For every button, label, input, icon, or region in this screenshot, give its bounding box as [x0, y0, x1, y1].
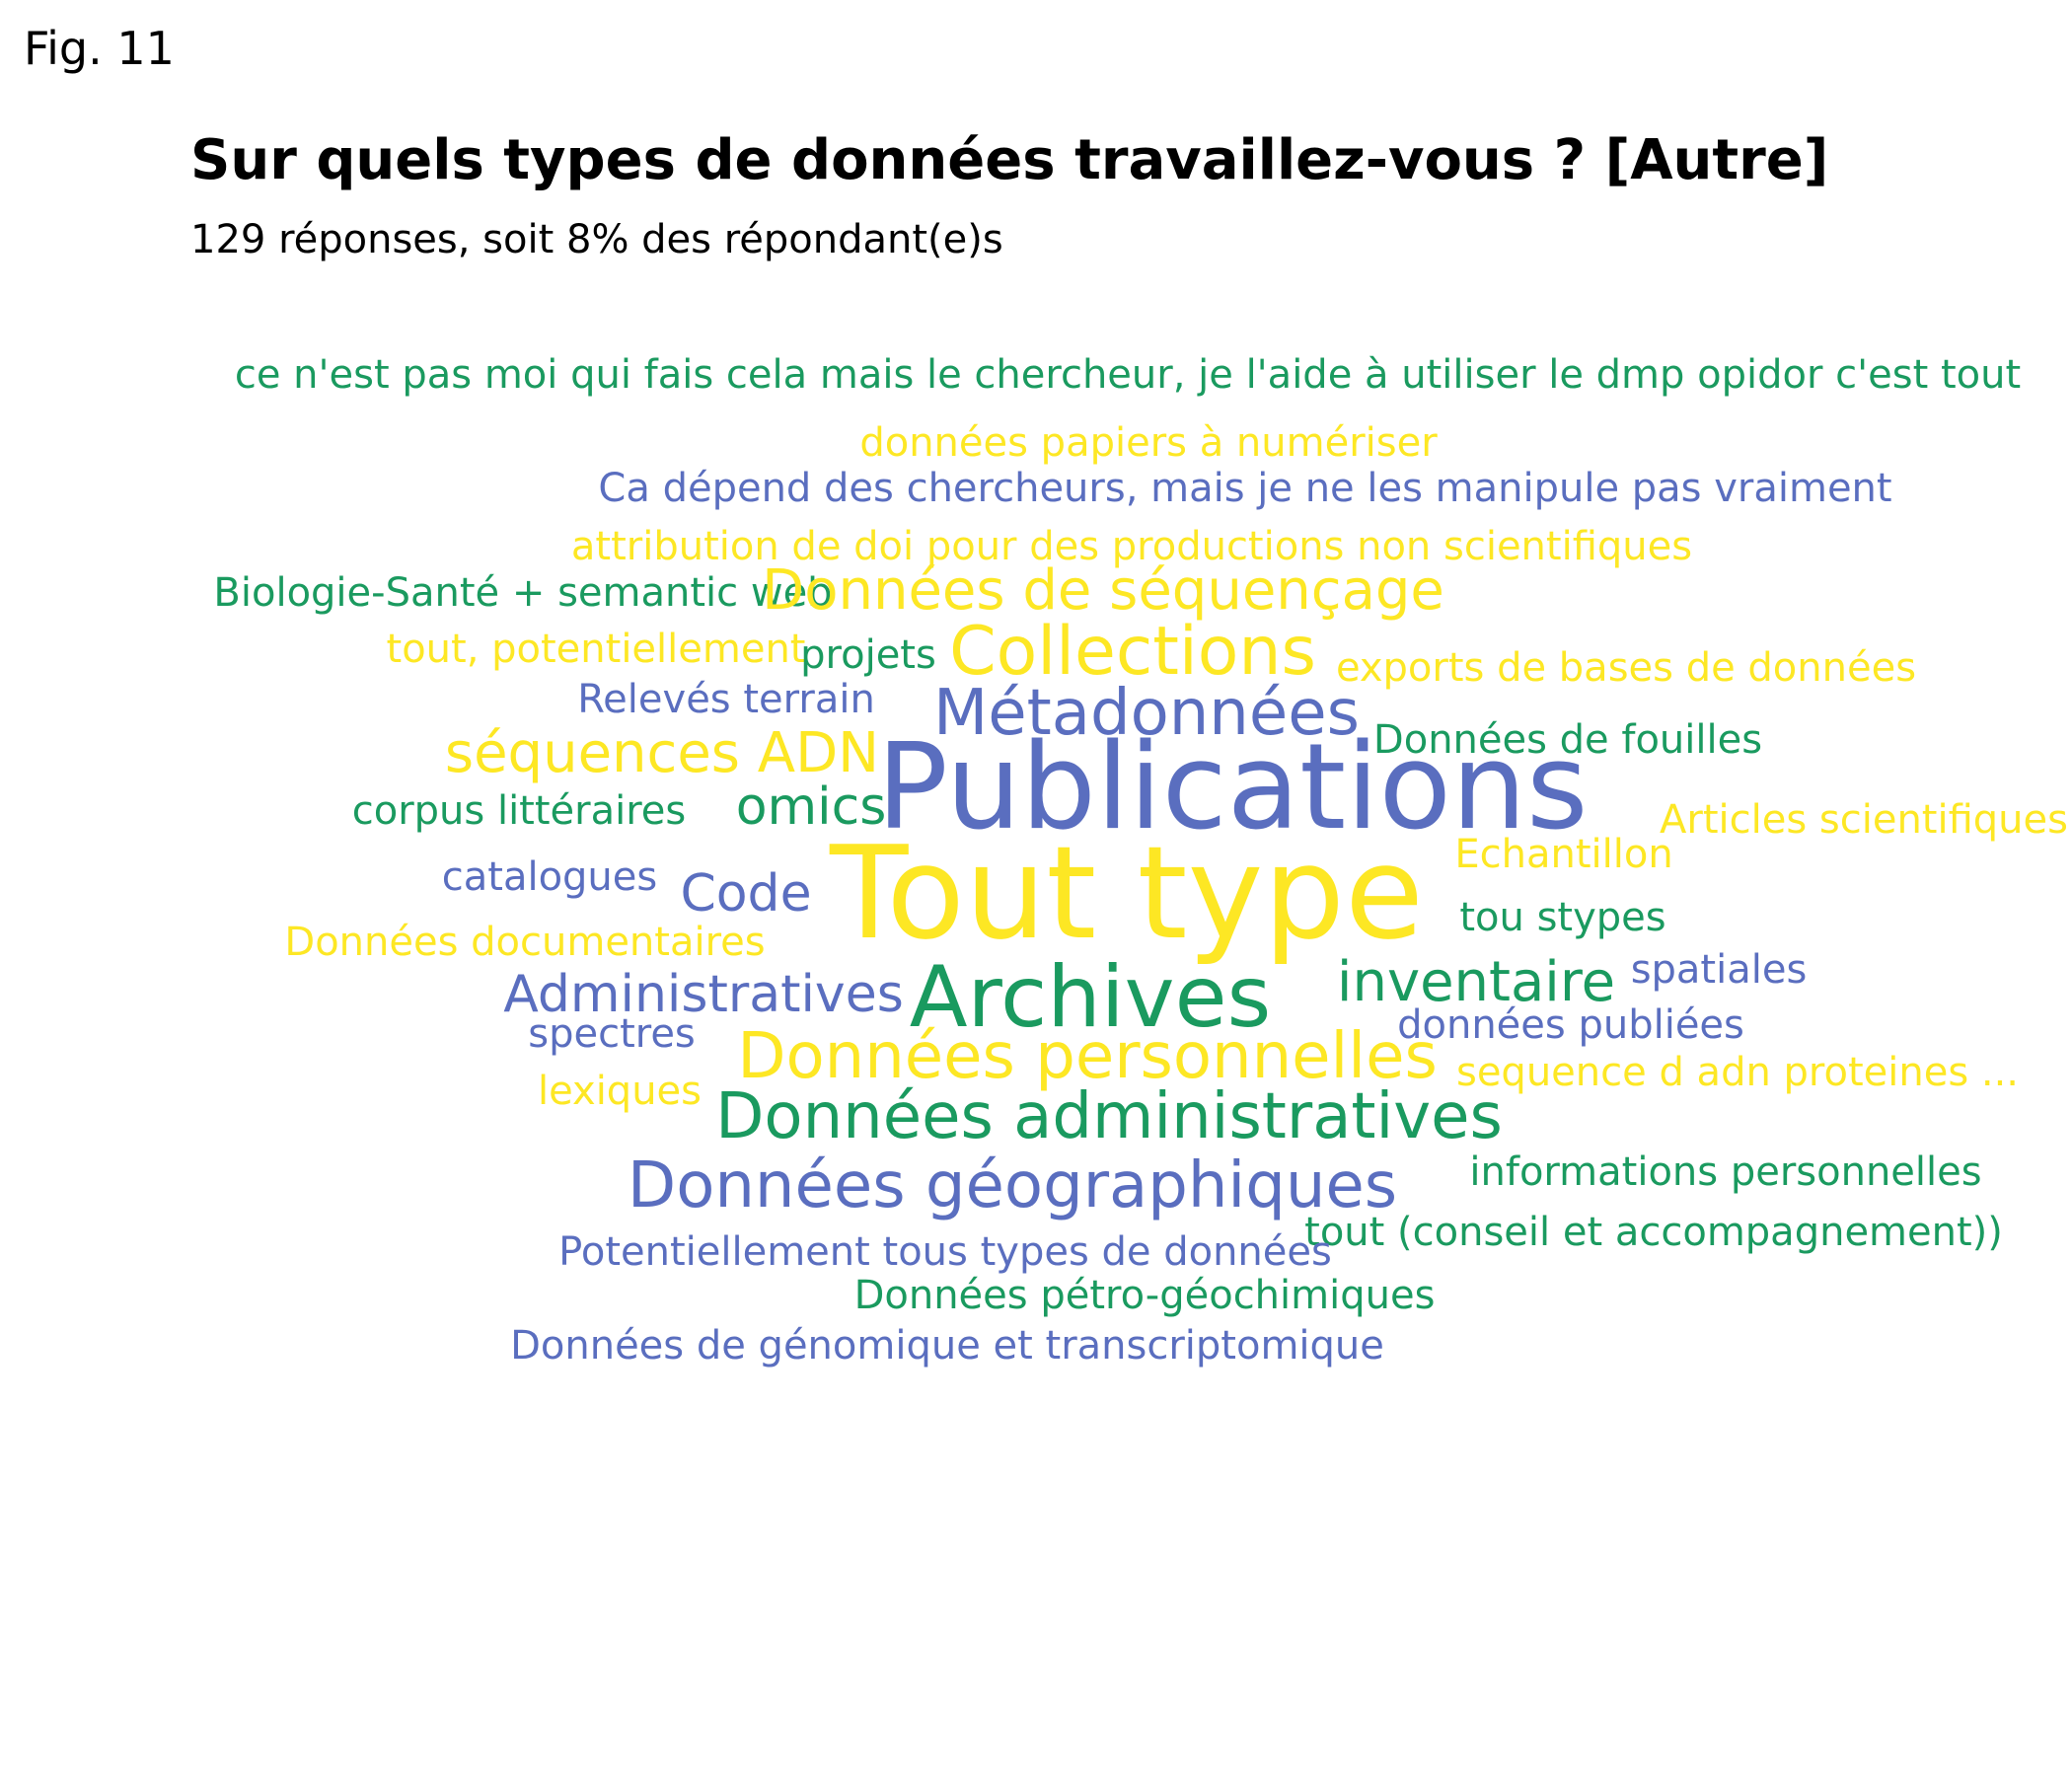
cloud-word: Données géographiques — [627, 1149, 1398, 1222]
cloud-word: informations personnelles — [1469, 1149, 1982, 1195]
cloud-word: corpus littéraires — [351, 788, 687, 834]
cloud-word: lexiques — [538, 1069, 702, 1114]
cloud-word: Relevés terrain — [577, 677, 875, 722]
cloud-word: sequence d adn proteines ... — [1455, 1050, 2020, 1095]
chart-title: Sur quels types de données travaillez-vo… — [190, 128, 1829, 192]
cloud-word: Archives — [909, 948, 1272, 1047]
cloud-word: Publications — [876, 719, 1589, 856]
cloud-word: attribution de doi pour des productions … — [570, 524, 1693, 569]
cloud-word: Données de fouilles — [1372, 717, 1763, 763]
cloud-word: Biologie-Santé + semantic web — [213, 570, 833, 616]
cloud-word: Données de séquençage — [762, 558, 1444, 623]
cloud-word: Echantillon — [1454, 832, 1673, 877]
cloud-word: tou stypes — [1459, 895, 1666, 940]
cloud-word: inventaire — [1336, 950, 1616, 1014]
chart-subtitle: 129 réponses, soit 8% des répondant(e)s — [190, 217, 1003, 262]
cloud-word: catalogues — [441, 854, 658, 900]
cloud-word: tout (conseil et accompagnement)) — [1304, 1210, 2003, 1255]
cloud-word: Potentiellement tous types de données — [558, 1229, 1332, 1275]
cloud-word: données papiers à numériser — [859, 420, 1438, 466]
cloud-word: Données pétro-géochimiques — [853, 1273, 1436, 1318]
cloud-word: Données administratives — [715, 1080, 1503, 1153]
cloud-word: projets — [800, 632, 936, 678]
cloud-word: Articles scientifiques — [1660, 797, 2068, 843]
cloud-word: Métadonnées — [933, 677, 1360, 750]
cloud-word: ce n'est pas moi qui fais cela mais le c… — [234, 352, 2022, 398]
cloud-word: Tout type — [830, 818, 1424, 968]
cloud-word: exports de bases de données — [1335, 645, 1917, 691]
cloud-word: Données personnelles — [737, 1020, 1438, 1093]
cloud-word: tout, potentiellement — [386, 627, 806, 672]
cloud-word: Code — [680, 864, 812, 924]
cloud-word: spatiales — [1630, 947, 1808, 993]
cloud-word: Ca dépend des chercheurs, mais je ne les… — [598, 466, 1892, 511]
cloud-word: Administratives — [503, 965, 904, 1024]
figure-label: Fig. 11 — [24, 22, 175, 75]
cloud-word: Collections — [949, 613, 1316, 691]
cloud-word: Données de génomique et transcriptomique — [510, 1323, 1384, 1369]
cloud-word: séquences ADN — [444, 721, 880, 785]
cloud-word: spectres — [528, 1011, 696, 1057]
cloud-word: données publiées — [1397, 1002, 1744, 1048]
cloud-word: omics — [735, 777, 887, 837]
cloud-word: Données documentaires — [284, 920, 766, 965]
